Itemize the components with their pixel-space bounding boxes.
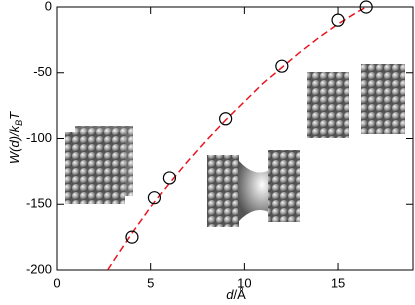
data-point bbox=[125, 230, 139, 244]
y-label-part: W(d)/k bbox=[7, 124, 22, 164]
data-point bbox=[147, 191, 162, 205]
x-tick-label: 15 bbox=[331, 275, 345, 290]
x-tick-label: 0 bbox=[53, 275, 60, 290]
cluster-image bbox=[361, 64, 405, 134]
data-point bbox=[359, 0, 373, 14]
cluster-image bbox=[75, 126, 133, 196]
data-point bbox=[219, 112, 233, 126]
y-label-part: B bbox=[14, 120, 24, 126]
y-label-part: T bbox=[7, 111, 22, 120]
data-point bbox=[275, 59, 289, 73]
x-label-part: d bbox=[226, 287, 234, 302]
cluster-image bbox=[207, 155, 239, 227]
x-tick-label: 10 bbox=[237, 275, 251, 290]
x-axis-label: d/Å bbox=[226, 287, 246, 302]
cluster-image bbox=[307, 72, 349, 138]
x-label-part: /Å bbox=[233, 287, 246, 302]
data-point bbox=[331, 13, 345, 27]
y-axis-label: W(d)/kBT bbox=[7, 111, 24, 164]
y-tick-label: -100 bbox=[26, 130, 52, 145]
y-tick-label: -150 bbox=[26, 196, 52, 211]
y-tick-label: 0 bbox=[45, 0, 52, 13]
inset-images bbox=[65, 64, 405, 227]
data-point bbox=[162, 171, 177, 185]
x-tick-label: 5 bbox=[147, 275, 154, 290]
y-tick-label: -200 bbox=[26, 261, 52, 276]
fit-line bbox=[108, 7, 367, 270]
cluster-image bbox=[268, 150, 300, 222]
y-tick-label: -50 bbox=[33, 64, 52, 79]
